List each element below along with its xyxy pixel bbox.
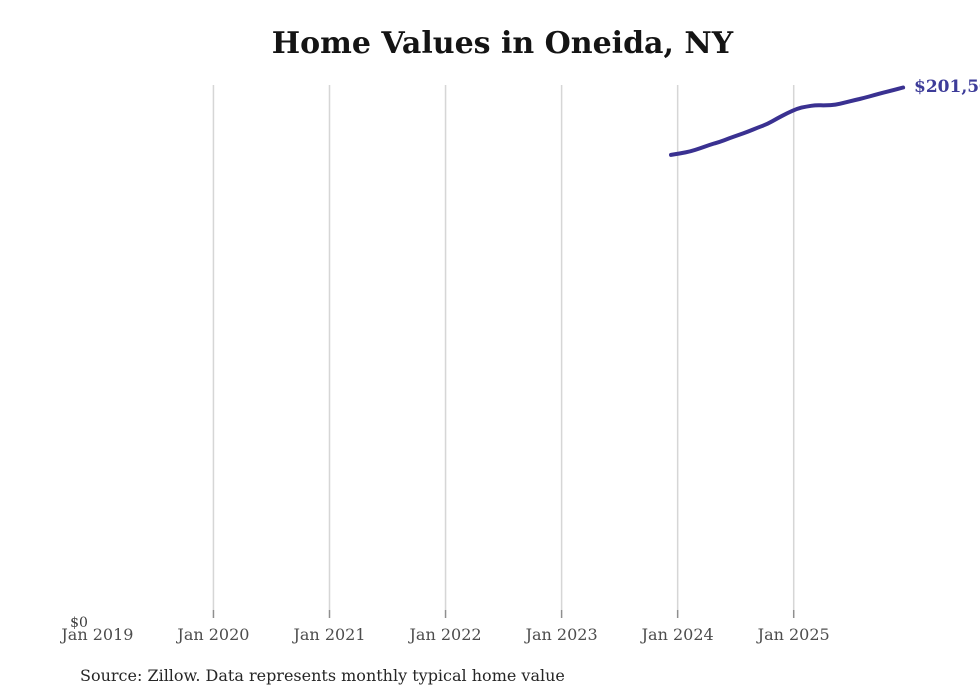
chart-title: Home Values in Oneida, NY <box>271 26 734 61</box>
x-axis-tick-label: Jan 2022 <box>408 625 482 644</box>
y-axis-zero-label: $0 <box>70 615 88 631</box>
x-axis-tick-label: Jan 2023 <box>524 625 598 644</box>
source-note: Source: Zillow. Data represents monthly … <box>80 666 565 685</box>
home-value-series-line <box>669 85 906 157</box>
x-axis-tick-label: Jan 2020 <box>175 625 249 644</box>
series-end-value-label: $201,500 <box>914 77 980 97</box>
x-axis-tick-label: Jan 2025 <box>756 625 830 644</box>
x-axis-tick-label: Jan 2021 <box>291 625 365 644</box>
x-axis-tick-label: Jan 2024 <box>640 625 714 644</box>
x-axis-tick-label: Jan 2019 <box>59 625 133 644</box>
